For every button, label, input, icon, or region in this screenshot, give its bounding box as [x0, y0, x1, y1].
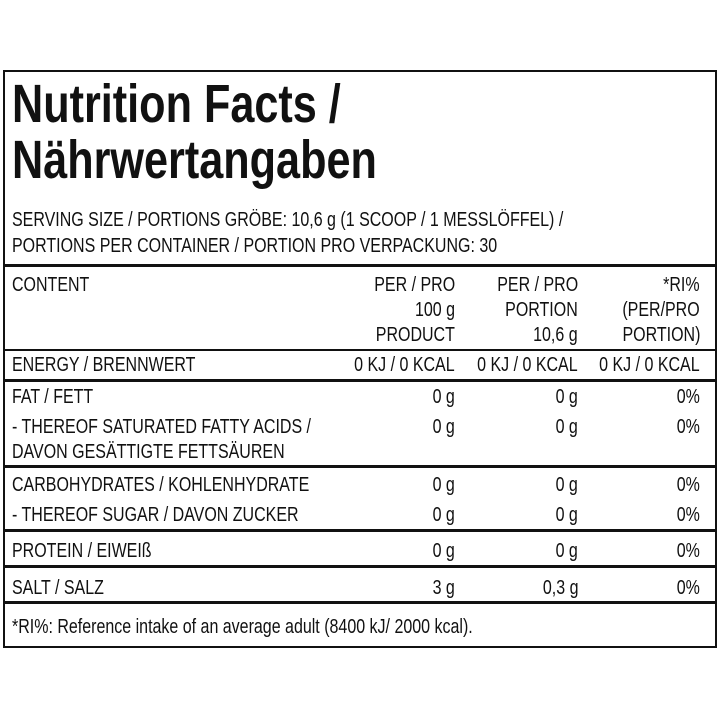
row-label: DAVON GESÄTTIGTE FETTSÄUREN — [12, 441, 285, 463]
cell-value: 0 g — [432, 386, 455, 408]
cell-value: 0,3 g — [542, 577, 578, 599]
separator — [5, 565, 715, 568]
cell-value: 0 g — [555, 474, 578, 496]
separator — [5, 529, 715, 532]
cell-value: 0 g — [555, 540, 578, 562]
separator — [5, 264, 715, 267]
cell-value: 0% — [676, 577, 700, 599]
cell-value: 0 g — [432, 504, 455, 526]
cell-value: 0 g — [555, 504, 578, 526]
cell-value: 0 KJ / 0 KCAL — [354, 354, 456, 376]
cell-value: 0 KJ / 0 KCAL — [599, 354, 701, 376]
column-header: *RI% — [663, 274, 700, 296]
cell-value: 3 g — [432, 577, 455, 599]
column-header: CONTENT — [12, 274, 90, 296]
row-label: SALT / SALZ — [12, 577, 104, 599]
row-label: FAT / FETT — [12, 386, 94, 408]
title: Nutrition Facts / — [12, 74, 341, 134]
cell-value: 0 g — [432, 416, 455, 438]
column-header: PER / PRO — [374, 274, 455, 296]
cell-value: 0 g — [555, 416, 578, 438]
cell-value: 0 g — [555, 386, 578, 408]
column-header: (PER/PRO — [622, 299, 700, 321]
row-label: ENERGY / BRENNWERT — [12, 354, 196, 376]
row-label: PROTEIN / EIWEIß — [12, 540, 152, 562]
cell-value: 0% — [676, 504, 700, 526]
cell-value: 0% — [676, 540, 700, 562]
column-header: 10,6 g — [533, 324, 578, 346]
row-label: - THEREOF SUGAR / DAVON ZUCKER — [12, 504, 299, 526]
column-header: 100 g — [414, 299, 455, 321]
separator — [5, 465, 715, 468]
column-header: PORTION) — [622, 324, 700, 346]
separator — [5, 601, 715, 604]
separator — [5, 379, 715, 382]
column-header: PORTION — [505, 299, 578, 321]
cell-value: 0% — [676, 386, 700, 408]
cell-value: 0% — [676, 474, 700, 496]
cell-value: 0% — [676, 416, 700, 438]
footnote: *RI%: Reference intake of an average adu… — [12, 616, 473, 638]
column-header: PRODUCT — [375, 324, 455, 346]
row-label: CARBOHYDRATES / KOHLENHYDRATE — [12, 474, 310, 496]
cell-value: 0 g — [432, 540, 455, 562]
serving-info: SERVING SIZE / PORTIONS GRÖBE: 10,6 g (1… — [12, 209, 564, 231]
separator — [5, 349, 715, 351]
title: Nährwertangaben — [12, 130, 377, 190]
serving-info: PORTIONS PER CONTAINER / PORTION PRO VER… — [12, 235, 498, 257]
cell-value: 0 KJ / 0 KCAL — [477, 354, 579, 376]
label-border — [3, 70, 717, 648]
column-header: PER / PRO — [497, 274, 578, 296]
row-label: - THEREOF SATURATED FATTY ACIDS / — [12, 416, 311, 438]
cell-value: 0 g — [432, 474, 455, 496]
